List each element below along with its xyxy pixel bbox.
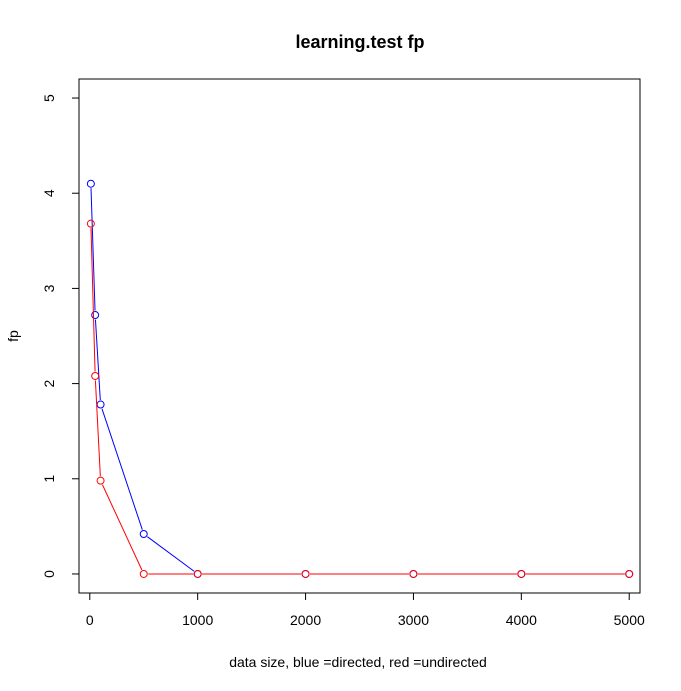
series-line-segment <box>147 536 195 572</box>
series-line-segment <box>101 408 143 530</box>
series-line-segment <box>94 380 101 477</box>
plot-frame <box>78 78 641 594</box>
x-tick-label: 0 <box>86 612 94 628</box>
data-point <box>86 219 95 228</box>
series-line-segment <box>90 228 96 372</box>
x-tick-label: 4000 <box>506 612 537 628</box>
data-point <box>301 569 310 578</box>
series-layer <box>86 179 634 578</box>
series-1 <box>86 219 634 578</box>
data-point <box>193 569 202 578</box>
x-tick-label: 2000 <box>290 612 321 628</box>
data-point <box>96 476 105 485</box>
y-tick-label: 5 <box>41 94 57 102</box>
axes: 0 1000 2000 3000 4000 5000 0 1 2 3 4 5 <box>41 94 645 628</box>
series-line-segment <box>102 484 143 571</box>
data-point <box>139 529 148 538</box>
y-tick-label: 4 <box>41 189 57 197</box>
data-point <box>409 569 418 578</box>
y-tick-label: 3 <box>41 284 57 292</box>
x-tick-label: 3000 <box>398 612 429 628</box>
y-tick-label: 0 <box>41 570 57 578</box>
series-0 <box>86 179 634 578</box>
x-axis-label: data size, blue =directed, red =undirect… <box>229 654 487 670</box>
data-point <box>86 179 95 188</box>
y-tick-label: 2 <box>41 379 57 387</box>
data-point <box>517 569 526 578</box>
x-tick-label: 5000 <box>614 612 645 628</box>
data-point <box>96 400 105 409</box>
y-tick-label: 1 <box>41 475 57 483</box>
y-axis-label: fp <box>5 330 21 342</box>
data-point <box>91 311 100 320</box>
chart-title: learning.test fp <box>295 32 424 52</box>
series-line-segment <box>94 319 101 401</box>
series-line-segment <box>90 188 96 311</box>
data-point <box>91 371 100 380</box>
data-point <box>625 569 634 578</box>
x-tick-label: 1000 <box>182 612 213 628</box>
data-point <box>139 569 148 578</box>
